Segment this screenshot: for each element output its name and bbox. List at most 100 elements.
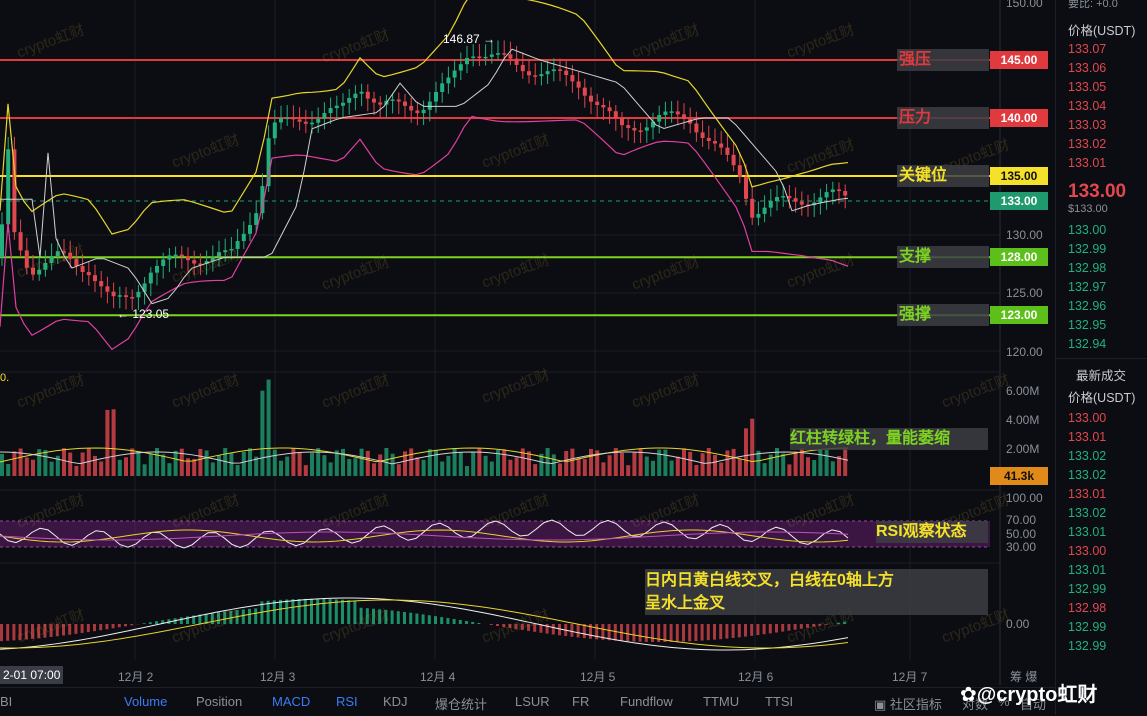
volume-bar xyxy=(124,457,128,476)
time-axis-label: 12月 6 xyxy=(738,668,773,685)
candle-body xyxy=(639,130,643,132)
macd-bar xyxy=(769,624,772,633)
indicator-tab-bi[interactable]: BI xyxy=(0,694,12,709)
indicator-tab-volume[interactable]: Volume xyxy=(124,694,167,709)
candle-body xyxy=(19,232,23,250)
volume-bar xyxy=(50,462,54,476)
indicator-tab-rsi[interactable]: RSI xyxy=(336,694,358,709)
volume-bar xyxy=(502,449,506,476)
volume-bar xyxy=(812,460,816,476)
orderbook-row[interactable]: 132.95 xyxy=(1056,316,1147,335)
macd-bar xyxy=(93,624,96,631)
orderbook-row[interactable]: 133.02 xyxy=(1056,135,1147,154)
volume-bar xyxy=(601,462,605,476)
level-label: 支撑 xyxy=(897,246,989,268)
candle-body xyxy=(682,114,686,119)
macd-bar xyxy=(719,624,722,639)
volume-bar xyxy=(527,451,531,476)
orderbook-row[interactable]: 132.96 xyxy=(1056,297,1147,316)
macd-bar xyxy=(254,608,257,624)
indicator-tab-ttmu[interactable]: TTMU xyxy=(703,694,739,709)
orderbook-row[interactable]: 132.98 xyxy=(1056,259,1147,278)
indicator-tab-爆仓统计[interactable]: 爆仓统计 xyxy=(435,694,487,713)
macd-bar xyxy=(626,624,629,641)
candle-body xyxy=(242,234,246,241)
orderbook-row[interactable]: 133.06 xyxy=(1056,59,1147,78)
candle-body xyxy=(298,119,302,121)
volume-bar xyxy=(831,461,835,476)
macd-bar xyxy=(670,624,673,642)
macd-bar xyxy=(651,624,654,642)
orderbook-row[interactable]: 133.07 xyxy=(1056,40,1147,59)
volume-bar xyxy=(180,449,184,476)
candle-body xyxy=(539,74,543,76)
level-price-tag: 145.00 xyxy=(990,51,1048,69)
orderbook-row[interactable]: 133.01 xyxy=(1056,154,1147,173)
time-axis-label: 12月 3 xyxy=(260,668,295,685)
trade-row: 133.02 xyxy=(1056,447,1147,466)
orderbook-row[interactable]: 133.05 xyxy=(1056,78,1147,97)
indicator-tab-fr[interactable]: FR xyxy=(572,694,589,709)
community-indicators[interactable]: ▣ 社区指标 xyxy=(874,694,942,713)
time-axis-label: 12月 4 xyxy=(420,668,455,685)
candle-body xyxy=(112,292,116,297)
volume-bar xyxy=(229,453,233,476)
candle-body xyxy=(99,281,103,286)
macd-bar xyxy=(570,624,573,637)
candle-body xyxy=(583,88,587,96)
macd-bar xyxy=(298,599,301,624)
volume-bar xyxy=(43,450,47,476)
orderbook-top: 要比: +0.0 xyxy=(1056,0,1147,12)
orderbook-row[interactable]: 133.00 xyxy=(1056,221,1147,240)
macd-bar xyxy=(0,624,3,641)
candle-body xyxy=(775,197,779,201)
macd-bar xyxy=(707,624,710,640)
indicator-tab-ttsi[interactable]: TTSI xyxy=(765,694,793,709)
orderbook-row[interactable]: 132.97 xyxy=(1056,278,1147,297)
candle-body xyxy=(769,201,773,208)
candle-body xyxy=(415,110,419,113)
macd-bar xyxy=(130,624,133,625)
candle-body xyxy=(663,112,667,115)
volume-bar xyxy=(6,464,10,476)
time-cursor-label: 2-01 07:00 xyxy=(0,666,63,684)
candle-body xyxy=(713,141,717,143)
indicator-tab-position[interactable]: Position xyxy=(196,694,242,709)
volume-bar xyxy=(68,453,72,476)
orderbook-row[interactable]: 133.04 xyxy=(1056,97,1147,116)
orderbook-row[interactable]: 132.99 xyxy=(1056,240,1147,259)
candle-body xyxy=(422,110,426,113)
macd-note: 日内日黄白线交叉，白线在0轴上方 呈水上金叉 xyxy=(645,569,988,615)
candle-body xyxy=(515,59,519,65)
candle-body xyxy=(310,123,314,125)
macd-bar xyxy=(397,611,400,624)
macd-axis-label: 0.00 xyxy=(1006,617,1029,631)
candle-body xyxy=(744,177,748,199)
indicator-tab-fundflow[interactable]: Fundflow xyxy=(620,694,673,709)
candle-body xyxy=(254,213,258,225)
macd-bar xyxy=(763,624,766,634)
candle-body xyxy=(725,148,729,155)
candle-body xyxy=(87,272,91,275)
volume-bar xyxy=(589,449,593,476)
macd-bar xyxy=(446,618,449,624)
trade-row: 133.01 xyxy=(1056,561,1147,580)
volume-bar xyxy=(632,452,636,476)
indicator-tab-macd[interactable]: MACD xyxy=(272,694,310,709)
orderbook-row[interactable]: 133.03 xyxy=(1056,116,1147,135)
indicator-tab-kdj[interactable]: KDJ xyxy=(383,694,408,709)
indicator-tab-lsur[interactable]: LSUR xyxy=(515,694,550,709)
volume-bar xyxy=(825,450,829,476)
candle-body xyxy=(360,92,364,94)
volume-bar xyxy=(25,458,29,476)
volume-bar xyxy=(670,461,674,476)
trades-title[interactable]: 最新成交 xyxy=(1056,358,1147,387)
candle-body xyxy=(397,99,401,101)
orderbook-row[interactable]: 132.94 xyxy=(1056,335,1147,354)
level-label: 强压 xyxy=(897,49,989,71)
candle-body xyxy=(558,69,562,71)
candle-body xyxy=(130,297,134,299)
trade-row: 133.00 xyxy=(1056,409,1147,428)
rsi-axis-label: 100.00 xyxy=(1006,491,1043,505)
